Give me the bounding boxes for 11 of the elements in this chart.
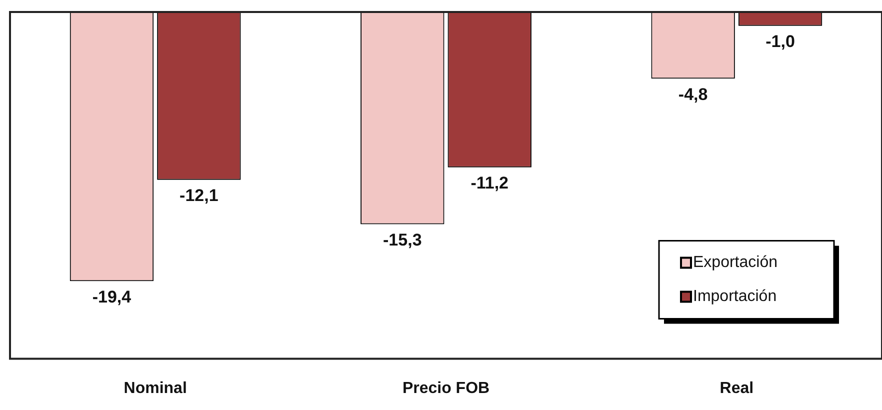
data-label: -1,0 <box>766 32 795 52</box>
data-label: -15,3 <box>383 230 422 250</box>
x-tick-label: Nominal <box>124 380 187 397</box>
x-tick-label: Real <box>720 380 754 397</box>
legend-label: Exportación <box>693 254 778 272</box>
legend-label: Importación <box>693 288 777 306</box>
data-label: -19,4 <box>92 287 132 306</box>
data-label: -11,2 <box>470 174 509 193</box>
data-label: -12,1 <box>180 186 218 206</box>
data-label: -4,8 <box>678 84 708 104</box>
x-tick-label: Precio FOB <box>402 380 490 397</box>
